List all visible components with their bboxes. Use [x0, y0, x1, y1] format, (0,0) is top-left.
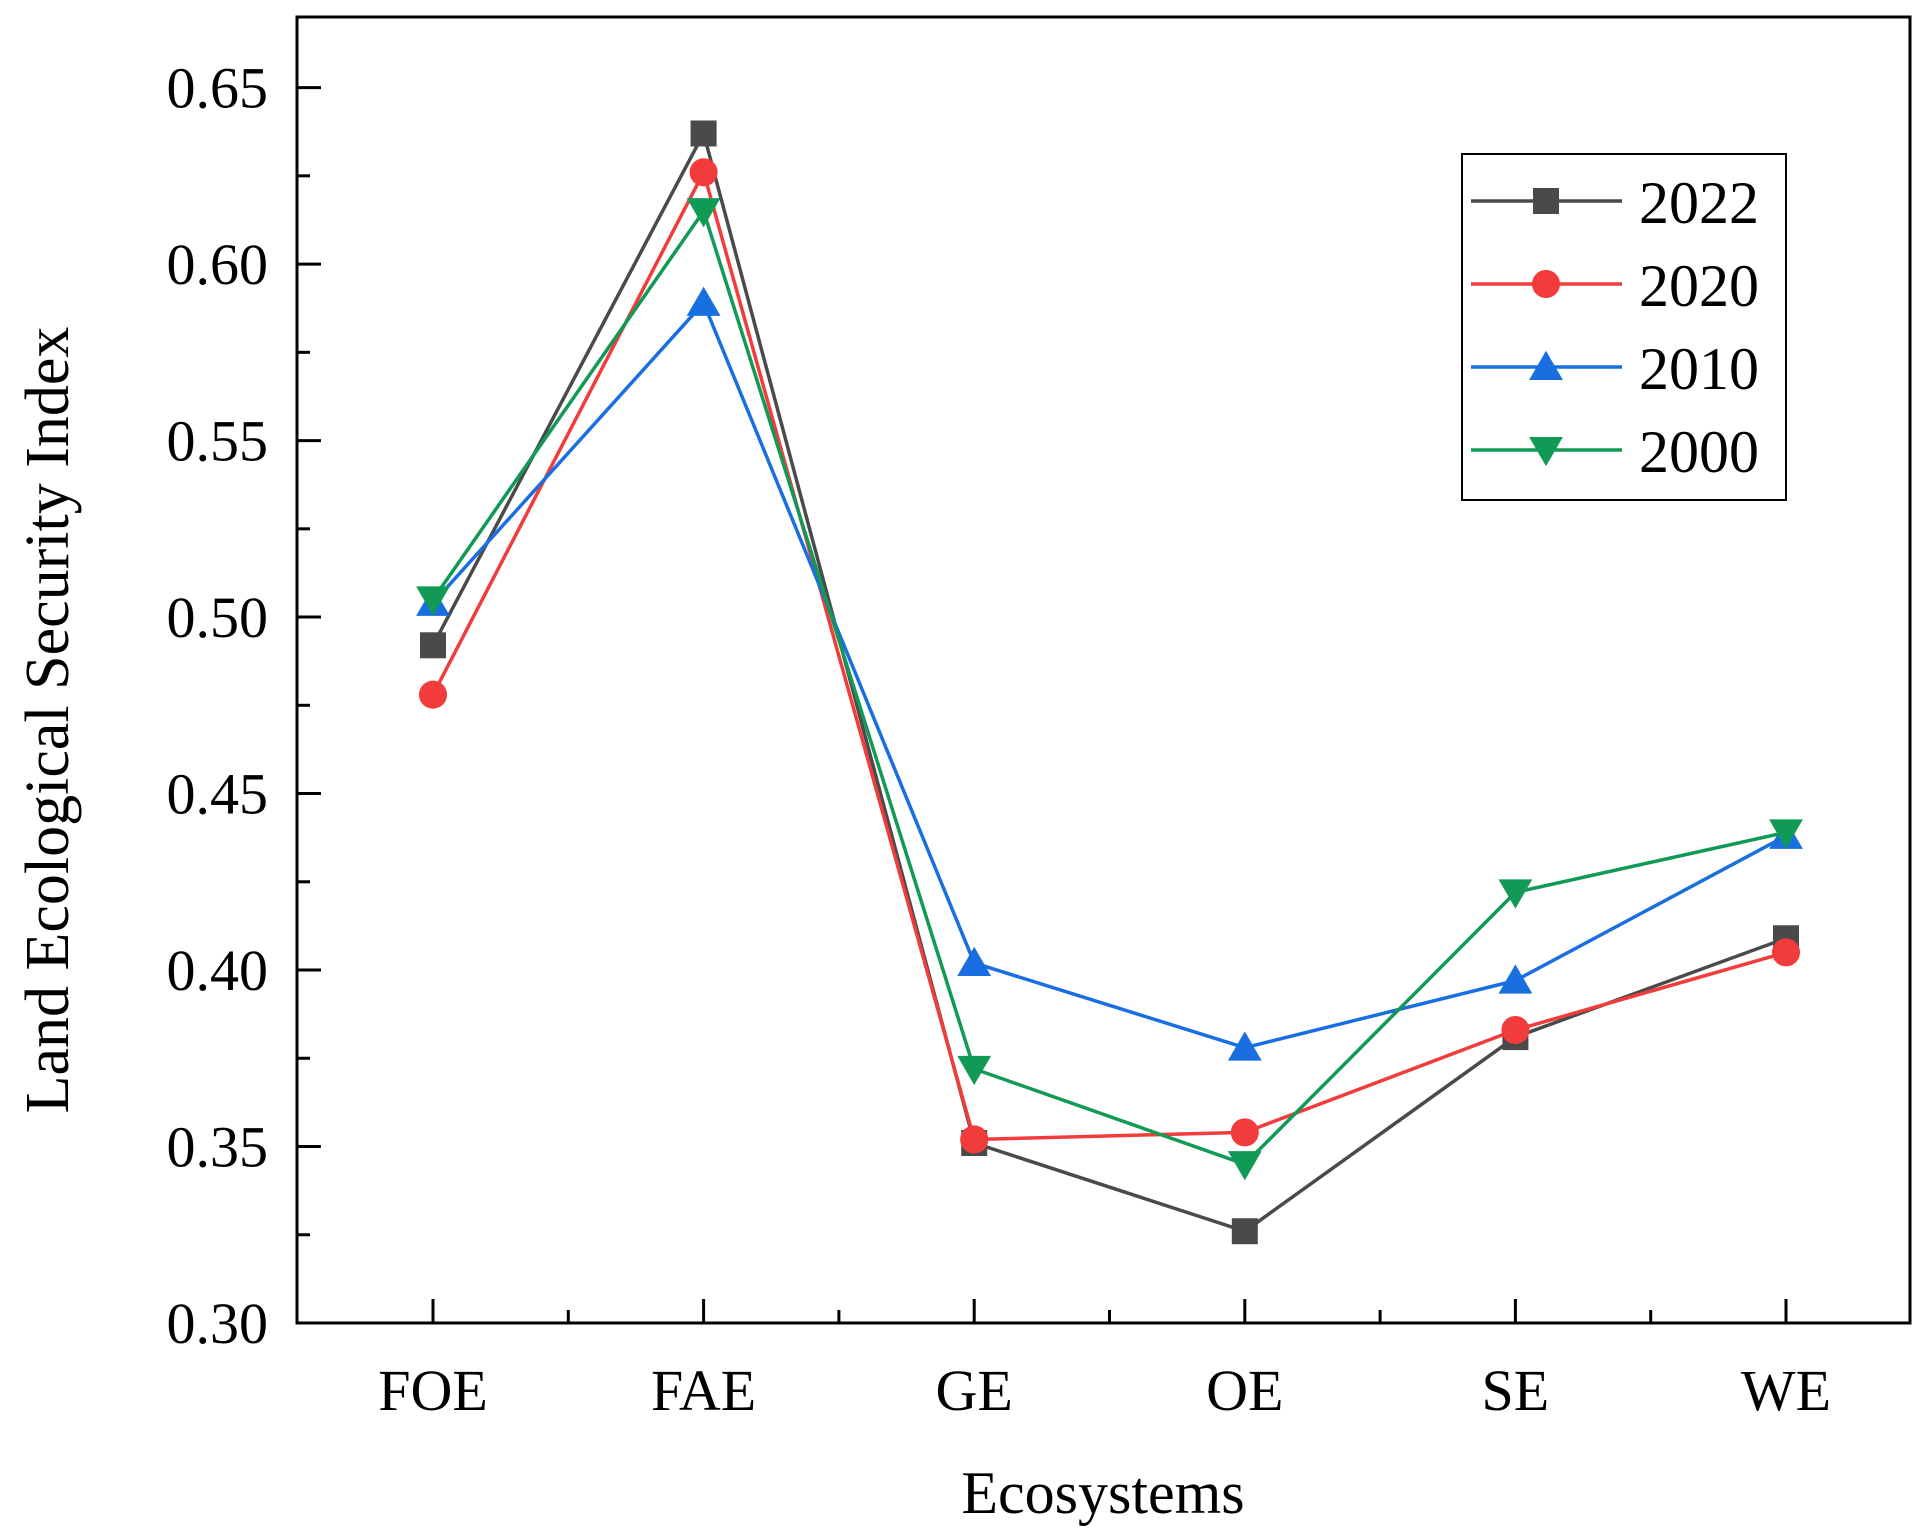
legend-label: 2022 [1639, 170, 1759, 236]
data-point [686, 198, 721, 228]
y-tick-labels: 0.30 0.35 0.40 0.45 0.50 0.55 0.60 0.65 [167, 56, 269, 1356]
y-tick-label: 0.60 [167, 232, 269, 297]
series-layer [416, 120, 1803, 1245]
series-2020 [418, 158, 1801, 1154]
legend-marker [1529, 350, 1563, 380]
data-point [1498, 964, 1533, 994]
legend: 2022 2020 2010 2000 [1461, 153, 1787, 501]
x-tick-label: FAE [651, 1358, 756, 1423]
y-tick-label: 0.40 [167, 938, 269, 1003]
series-line [431, 209, 1787, 1166]
y-tick-label: 0.45 [167, 762, 269, 827]
legend-box [1461, 153, 1787, 501]
series-line [431, 131, 1787, 1233]
series-2000 [416, 198, 1803, 1181]
data-point [420, 632, 446, 659]
legend-label: 2020 [1639, 253, 1759, 319]
data-point [1769, 819, 1803, 849]
data-point [416, 586, 450, 616]
plot-frame [295, 15, 1912, 1325]
series-line [431, 301, 1787, 1050]
x-axis-ticks [431, 1299, 1788, 1323]
legend-marker [1529, 437, 1563, 467]
data-point [1227, 1151, 1262, 1181]
y-tick-label: 0.50 [167, 585, 269, 650]
data-point [418, 680, 448, 709]
y-tick-label: 0.35 [167, 1115, 269, 1180]
x-tick-label: GE [936, 1358, 1013, 1423]
x-tick-label: SE [1482, 1358, 1550, 1423]
legend-marker [1531, 269, 1561, 299]
y-axis-ticks [297, 86, 321, 1325]
data-point [960, 1125, 989, 1154]
y-tick-label: 0.55 [167, 409, 269, 474]
data-point [686, 286, 721, 316]
data-point [1498, 879, 1533, 909]
x-tick-label: WE [1741, 1358, 1831, 1423]
x-tick-label: OE [1206, 1358, 1283, 1423]
y-tick-label: 0.65 [167, 56, 269, 121]
data-point [1501, 1015, 1530, 1045]
data-point [957, 1055, 992, 1086]
data-point [1231, 1218, 1258, 1245]
data-point [1771, 938, 1801, 967]
y-axis-label: Land Ecological Security Index [14, 327, 82, 1114]
y-tick-label: 0.30 [167, 1291, 269, 1356]
x-axis-label: Ecosystems [961, 1460, 1244, 1526]
data-point [1230, 1118, 1259, 1147]
data-point [690, 120, 717, 147]
series-2010 [416, 286, 1803, 1061]
data-point [1227, 1031, 1262, 1061]
data-point [689, 158, 718, 187]
x-tick-labels: FOE FAE GE OE SE WE [378, 1358, 1831, 1423]
x-tick-label: FOE [378, 1358, 488, 1423]
legend-label: 2000 [1639, 419, 1759, 485]
legend-marker [1533, 188, 1559, 214]
legend-label: 2010 [1639, 336, 1759, 402]
data-point [957, 946, 992, 976]
series-line [431, 170, 1787, 1142]
